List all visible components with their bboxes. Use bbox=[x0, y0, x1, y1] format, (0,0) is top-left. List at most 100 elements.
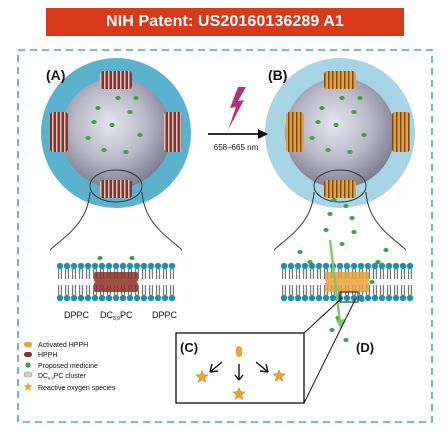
lipid-head bbox=[147, 294, 155, 302]
wavelength-label: 658–665 nm bbox=[214, 143, 259, 152]
medicine-dot bbox=[329, 328, 335, 332]
lipid-head bbox=[322, 294, 330, 302]
lipid-head bbox=[399, 294, 407, 302]
lipid-head bbox=[294, 262, 302, 270]
lipid-head bbox=[119, 294, 127, 302]
medicine-dot bbox=[351, 230, 357, 234]
medicine-dots bbox=[85, 96, 389, 342]
lipid-head bbox=[371, 262, 379, 270]
ros-arrow-left-icon bbox=[209, 361, 223, 373]
patent-banner: NIH Patent: US20160136289 A1 bbox=[46, 8, 404, 36]
lipid-head bbox=[406, 294, 414, 302]
lipid-head bbox=[371, 294, 379, 302]
panel-c-label: (C) bbox=[180, 340, 198, 355]
lipid-head bbox=[154, 294, 162, 302]
medicine-dot bbox=[339, 96, 345, 100]
lipid-head bbox=[385, 294, 393, 302]
lipid-head bbox=[98, 262, 106, 270]
lipid-head bbox=[301, 294, 309, 302]
lipid-head bbox=[56, 262, 64, 270]
liposome-a bbox=[41, 58, 191, 208]
lipid-head bbox=[294, 294, 302, 302]
activated-cluster-left bbox=[286, 112, 304, 152]
medicine-dot bbox=[85, 136, 91, 140]
lipid-head bbox=[140, 262, 148, 270]
lipid-head bbox=[357, 294, 365, 302]
medicine-dot bbox=[357, 96, 363, 100]
lipid-head bbox=[140, 294, 148, 302]
activated-hpph-band bbox=[325, 272, 369, 282]
lipid-head bbox=[280, 294, 288, 302]
lipid-head bbox=[392, 262, 400, 270]
lipid-head bbox=[98, 294, 106, 302]
lipid-head bbox=[147, 262, 155, 270]
medicine-dot bbox=[361, 133, 367, 137]
highlight-ellipse-a bbox=[89, 169, 143, 203]
lipid-head bbox=[63, 294, 71, 302]
legend-cluster: DC8,9PC cluster bbox=[38, 373, 87, 381]
lipid-head bbox=[105, 294, 113, 302]
lipid-head bbox=[406, 262, 414, 270]
panel-b-label: (B) bbox=[268, 67, 287, 83]
lipid-head bbox=[126, 262, 134, 270]
membrane-a bbox=[56, 262, 176, 302]
medicine-dot bbox=[375, 260, 381, 264]
lipid-head bbox=[385, 262, 393, 270]
ros-arrow-right-icon bbox=[255, 361, 269, 373]
medicine-dot bbox=[327, 212, 333, 216]
lipid-head bbox=[161, 262, 169, 270]
lipid-head bbox=[364, 262, 372, 270]
lipid-head bbox=[112, 262, 120, 270]
lipid-head bbox=[287, 262, 295, 270]
release-arrow bbox=[328, 239, 342, 323]
lipid-head bbox=[168, 294, 176, 302]
hpph-band bbox=[94, 272, 138, 282]
medicine-dot bbox=[137, 133, 143, 137]
medicine-dot bbox=[339, 242, 345, 246]
lipid-head bbox=[126, 294, 134, 302]
lipid-head bbox=[378, 262, 386, 270]
medicine-dot bbox=[133, 96, 139, 100]
lipid-head bbox=[399, 262, 407, 270]
lipid-head bbox=[308, 294, 316, 302]
medicine-dot bbox=[331, 198, 337, 202]
medicine-dot bbox=[297, 250, 303, 254]
lipid-head bbox=[329, 294, 337, 302]
lipid-head bbox=[392, 294, 400, 302]
medicine-dot bbox=[369, 280, 375, 284]
activated-cluster-bottom bbox=[324, 180, 356, 198]
medicine-dot bbox=[383, 248, 389, 252]
medicine-dot bbox=[319, 106, 325, 110]
banner-title: NIH Patent: US20160136289 A1 bbox=[106, 13, 344, 30]
ros-arrow-down-icon bbox=[234, 364, 244, 381]
dc89pc-label: DC8,9PC bbox=[100, 310, 133, 322]
medicine-dot bbox=[347, 150, 353, 154]
hpph-cluster-bottom bbox=[100, 180, 132, 198]
lipid-head bbox=[301, 262, 309, 270]
activated-hpph-icon bbox=[24, 342, 32, 347]
lipid-head bbox=[322, 262, 330, 270]
legend: Activated HPPH HPPH Proposed medicine DC… bbox=[23, 342, 116, 392]
medicine-dot bbox=[129, 256, 135, 260]
hpph-cluster-top bbox=[100, 71, 132, 89]
hpph-band bbox=[94, 282, 138, 292]
activated-hpph-band bbox=[325, 282, 369, 292]
highlight-ellipse-b bbox=[313, 169, 367, 203]
lipid-head bbox=[280, 262, 288, 270]
lipid-head bbox=[77, 262, 85, 270]
release-arrowhead bbox=[336, 319, 345, 330]
lipid-head bbox=[91, 294, 99, 302]
medicine-dot bbox=[309, 136, 315, 140]
lipid-head bbox=[105, 262, 113, 270]
ros-star bbox=[272, 368, 286, 382]
lipid-head bbox=[91, 262, 99, 270]
ros-star bbox=[195, 369, 209, 383]
medicine-dot bbox=[323, 228, 329, 232]
medicine-dot bbox=[97, 256, 103, 260]
lipid-head bbox=[133, 294, 141, 302]
medicine-dot bbox=[349, 216, 355, 220]
lipid-head bbox=[287, 294, 295, 302]
membrane-b bbox=[280, 239, 414, 330]
medicine-icon bbox=[25, 362, 31, 368]
lipid-head bbox=[63, 262, 71, 270]
